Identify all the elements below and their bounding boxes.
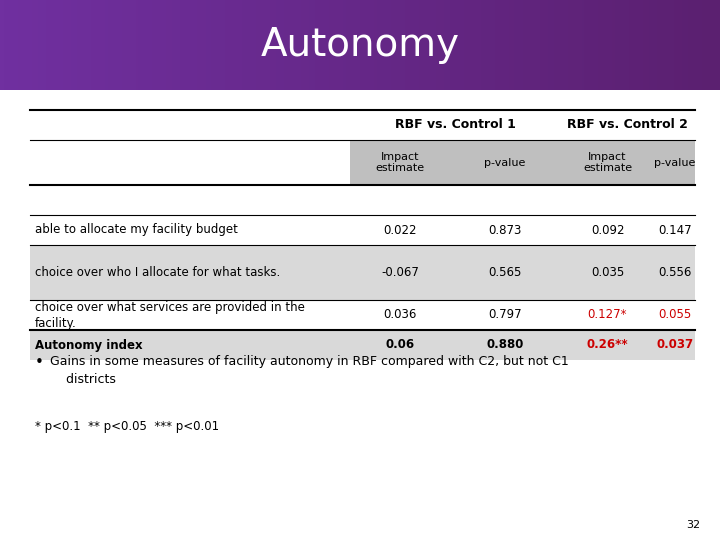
Text: 0.055: 0.055 [658,308,692,321]
Text: p-value: p-value [654,158,696,167]
Text: RBF vs. Control 1: RBF vs. Control 1 [395,118,516,132]
Text: 0.873: 0.873 [488,224,522,237]
Text: * p<0.1  ** p<0.05  *** p<0.01: * p<0.1 ** p<0.05 *** p<0.01 [35,420,219,433]
Text: 0.797: 0.797 [488,308,522,321]
Text: choice over what services are provided in the
facility.: choice over what services are provided i… [35,300,305,329]
Text: 32: 32 [686,520,700,530]
Text: 0.880: 0.880 [486,339,523,352]
Text: 0.556: 0.556 [658,266,692,279]
Bar [30,245,695,300]
Text: 0.127*: 0.127* [588,308,627,321]
Text: 0.035: 0.035 [591,266,624,279]
Text: -0.067: -0.067 [381,266,419,279]
Text: 0.565: 0.565 [488,266,522,279]
Text: 0.036: 0.036 [383,308,417,321]
Text: Impact
estimate: Impact estimate [583,152,632,173]
Text: 0.147: 0.147 [658,224,692,237]
Text: Gains in some measures of facility autonomy in RBF compared with C2, but not C1
: Gains in some measures of facility auton… [50,355,569,386]
Text: Autonomy: Autonomy [261,26,459,64]
Text: 0.037: 0.037 [657,339,693,352]
Text: Impact
estimate: Impact estimate [375,152,425,173]
Text: 0.26**: 0.26** [587,339,629,352]
Text: 0.06: 0.06 [385,339,415,352]
Text: p-value: p-value [485,158,526,167]
Text: •: • [35,355,44,370]
Text: 0.022: 0.022 [383,224,417,237]
Text: RBF vs. Control 2: RBF vs. Control 2 [567,118,688,132]
Bar [30,330,695,360]
Text: Autonomy index: Autonomy index [35,339,143,352]
Text: able to allocate my facility budget: able to allocate my facility budget [35,224,238,237]
Bar [350,140,695,185]
Text: 0.092: 0.092 [590,224,624,237]
Text: choice over who I allocate for what tasks.: choice over who I allocate for what task… [35,266,280,279]
